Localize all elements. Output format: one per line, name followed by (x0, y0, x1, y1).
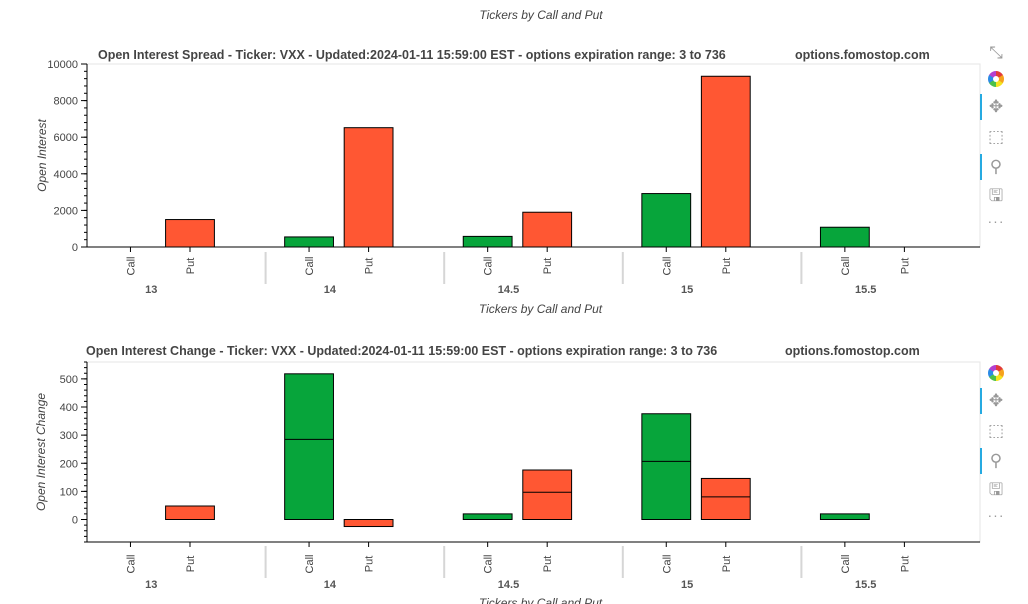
y-tick-label: 10000 (47, 59, 78, 71)
pan-icon[interactable]: ✥ (980, 388, 1011, 414)
open-interest-spread-chart: Open Interest Spread - Ticker: VXX - Upd… (35, 48, 981, 316)
bar-call-15.5 (819, 513, 870, 520)
group-label-13: 13 (145, 579, 157, 591)
group-label-15: 15 (681, 284, 693, 296)
bar-put-15 (700, 75, 751, 248)
y-tick-label: 400 (60, 402, 78, 414)
group-label-14.5: 14.5 (498, 579, 519, 591)
y-tick-label: 200 (60, 458, 78, 470)
bar-call-15 (641, 413, 692, 520)
bar-call-14 (284, 373, 334, 520)
group-label-15.5: 15.5 (855, 579, 876, 591)
category-label-call: Call (483, 257, 495, 276)
more-icon[interactable]: ··· (987, 507, 1005, 523)
y-axis-label: Open Interest (35, 118, 49, 191)
category-label-put: Put (721, 556, 733, 573)
category-label-put: Put (721, 258, 733, 275)
group-label-15.5: 15.5 (855, 284, 876, 296)
category-label-call: Call (304, 555, 316, 574)
chart-title: Open Interest Change - Ticker: VXX - Upd… (86, 344, 717, 358)
category-label-put: Put (899, 556, 911, 573)
toolbar-top: ⤡ ✥ ⬚ ⚲ 🖫 ··· (980, 40, 1011, 230)
category-label-call: Call (840, 257, 852, 276)
y-tick-label: 4000 (54, 169, 78, 181)
x-axis-label: Tickers by Call and Put (479, 596, 603, 604)
category-label-put: Put (364, 258, 376, 275)
fullscreen-icon[interactable]: ⤡ (989, 43, 1003, 62)
bar-put-14 (343, 127, 394, 248)
box-zoom-icon[interactable]: ⬚ (987, 421, 1005, 440)
category-label-call: Call (661, 257, 673, 276)
chart-watermark: options.fomostop.com (795, 48, 930, 62)
y-tick-label: 100 (60, 486, 78, 498)
bokeh-logo-icon[interactable] (981, 360, 1011, 386)
y-tick-label: 500 (60, 374, 78, 386)
group-label-14.5: 14.5 (498, 284, 519, 296)
group-label-13: 13 (145, 284, 157, 296)
bar-call-14.5 (462, 513, 513, 520)
category-label-call: Call (661, 555, 673, 574)
save-icon[interactable]: 🖫 (988, 185, 1004, 205)
top-title: Tickers by Call and Put (479, 8, 603, 22)
y-tick-label: 300 (60, 430, 78, 442)
x-axis-label: Tickers by Call and Put (479, 302, 603, 316)
toolbar-bottom: ✥ ⬚ ⚲ 🖫 ··· (980, 358, 1011, 528)
bar-call-15.5 (819, 226, 870, 248)
category-label-call: Call (125, 555, 137, 574)
chart-title: Open Interest Spread - Ticker: VXX - Upd… (98, 48, 726, 62)
chart-watermark: options.fomostop.com (785, 344, 920, 358)
bokeh-logo-icon[interactable] (981, 66, 1011, 92)
box-zoom-icon[interactable]: ⬚ (987, 127, 1005, 146)
pan-icon[interactable]: ✥ (980, 94, 1011, 120)
category-label-call: Call (483, 555, 495, 574)
bar-put-13 (165, 505, 215, 520)
bar-put-14.5 (522, 211, 573, 248)
wheel-zoom-icon[interactable]: ⚲ (980, 448, 1011, 474)
more-icon[interactable]: ··· (987, 213, 1005, 229)
y-tick-label: 0 (72, 242, 78, 254)
category-label-put: Put (364, 556, 376, 573)
y-axis-label: Open Interest Change (34, 393, 48, 511)
y-tick-label: 0 (72, 515, 78, 527)
category-label-put: Put (542, 258, 554, 275)
category-label-put: Put (899, 258, 911, 275)
y-tick-label: 2000 (54, 205, 78, 217)
category-label-put: Put (185, 258, 197, 275)
bar-put-14 (343, 519, 394, 528)
category-label-call: Call (125, 257, 137, 276)
bar-put-14.5 (522, 469, 573, 520)
category-label-put: Put (542, 556, 554, 573)
bar-put-13 (165, 219, 215, 248)
y-tick-label: 6000 (54, 132, 78, 144)
wheel-zoom-icon[interactable]: ⚲ (980, 154, 1011, 180)
category-label-call: Call (304, 257, 316, 276)
y-tick-label: 8000 (54, 96, 78, 108)
category-label-call: Call (840, 555, 852, 574)
save-icon[interactable]: 🖫 (988, 479, 1004, 499)
open-interest-change-chart: Open Interest Change - Ticker: VXX - Upd… (34, 344, 981, 604)
bar-call-15 (641, 193, 692, 248)
group-label-14: 14 (324, 284, 337, 296)
bar-put-15 (700, 477, 751, 520)
category-label-put: Put (185, 556, 197, 573)
bar-call-14.5 (462, 235, 513, 248)
group-label-14: 14 (324, 579, 337, 591)
group-label-15: 15 (681, 579, 693, 591)
bar-call-14 (284, 236, 334, 248)
